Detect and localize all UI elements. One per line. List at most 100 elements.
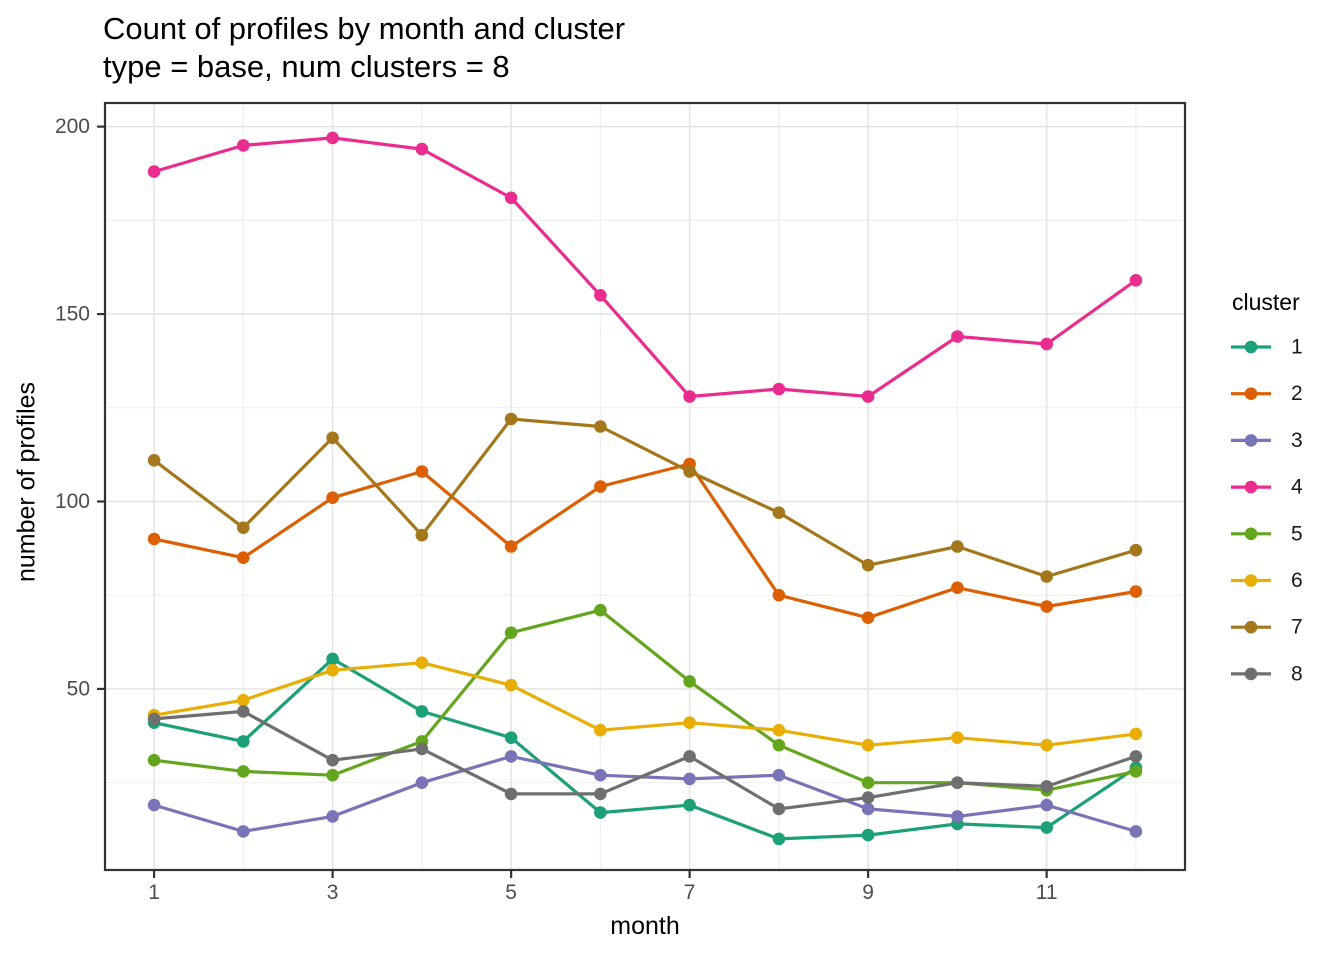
- data-point-cluster-6: [326, 663, 339, 677]
- legend-item-label: 5: [1291, 522, 1303, 545]
- data-point-cluster-1: [415, 705, 429, 718]
- data-point-cluster-2: [772, 588, 786, 602]
- data-point-cluster-5: [772, 738, 786, 752]
- data-point-cluster-2: [1129, 585, 1143, 598]
- data-point-cluster-7: [326, 431, 339, 445]
- data-point-cluster-1: [504, 731, 518, 744]
- data-point-cluster-7: [147, 454, 161, 467]
- data-point-cluster-8: [326, 753, 339, 767]
- data-point-cluster-7: [504, 412, 518, 426]
- legend-key-dot: [1244, 434, 1258, 447]
- data-point-cluster-7: [1040, 570, 1053, 583]
- data-point-cluster-5: [147, 753, 161, 767]
- data-point-cluster-7: [772, 506, 786, 519]
- y-tick-label: 200: [55, 115, 90, 138]
- data-point-cluster-2: [326, 491, 339, 505]
- data-point-cluster-3: [683, 772, 696, 786]
- data-point-cluster-3: [594, 768, 607, 782]
- series-cluster-8: [147, 705, 1143, 816]
- x-axis-title: month: [610, 912, 680, 940]
- data-point-cluster-8: [1129, 750, 1143, 763]
- data-point-cluster-1: [861, 828, 875, 842]
- data-point-cluster-7: [415, 528, 429, 542]
- series-line-cluster-3: [152, 754, 1138, 834]
- data-point-cluster-8: [772, 802, 786, 816]
- legend-title: cluster: [1232, 289, 1300, 315]
- data-point-cluster-7: [683, 465, 696, 478]
- x-tick-label: 11: [1036, 881, 1058, 904]
- data-point-cluster-3: [326, 810, 339, 823]
- data-point-cluster-6: [415, 656, 429, 669]
- data-point-cluster-4: [683, 390, 696, 403]
- legend-item-label: 1: [1291, 336, 1303, 359]
- y-tick-label: 100: [55, 490, 90, 513]
- data-point-cluster-8: [594, 787, 607, 801]
- legend-key-dot: [1244, 480, 1258, 494]
- data-point-cluster-7: [594, 420, 607, 433]
- data-point-cluster-5: [594, 603, 607, 617]
- data-point-cluster-2: [504, 540, 518, 553]
- data-point-cluster-3: [1040, 798, 1053, 812]
- chart-title: Count of profiles by month and cluster: [103, 11, 626, 46]
- data-point-cluster-2: [415, 465, 429, 478]
- data-point-cluster-4: [326, 131, 339, 145]
- data-point-cluster-4: [147, 165, 161, 178]
- series-cluster-7: [147, 412, 1143, 583]
- data-point-cluster-3: [237, 825, 250, 838]
- legend-key-dot: [1244, 340, 1258, 354]
- data-point-cluster-5: [326, 768, 339, 782]
- y-tick-label: 50: [67, 677, 90, 700]
- legend-item-7: 7: [1231, 616, 1303, 639]
- series-line-cluster-1: [152, 657, 1138, 841]
- series-cluster-6: [147, 656, 1143, 752]
- legend-item-label: 2: [1291, 382, 1303, 405]
- data-point-cluster-3: [1129, 825, 1143, 838]
- legend-item-6: 6: [1231, 569, 1303, 592]
- data-point-cluster-7: [951, 540, 964, 553]
- data-point-cluster-5: [683, 675, 696, 688]
- data-point-cluster-4: [951, 330, 964, 343]
- legend: cluster 1 2 3 4 5 6 7 8: [1231, 289, 1303, 685]
- panel-background: [105, 103, 1185, 870]
- data-point-cluster-4: [504, 191, 518, 205]
- data-point-cluster-2: [1040, 600, 1053, 613]
- data-point-cluster-1: [772, 832, 786, 846]
- legend-key-dot: [1244, 667, 1258, 681]
- series-cluster-3: [147, 750, 1143, 838]
- data-point-cluster-8: [861, 791, 875, 804]
- data-point-cluster-1: [594, 806, 607, 819]
- data-point-cluster-5: [237, 765, 250, 778]
- data-point-cluster-6: [683, 716, 696, 729]
- series-line-cluster-6: [152, 661, 1138, 747]
- legend-item-3: 3: [1231, 429, 1303, 452]
- data-point-cluster-3: [504, 750, 518, 763]
- data-point-cluster-8: [504, 787, 518, 801]
- data-point-cluster-4: [594, 289, 607, 302]
- data-point-cluster-4: [772, 382, 786, 396]
- data-point-cluster-6: [237, 693, 250, 707]
- series-line-cluster-2: [152, 462, 1138, 620]
- data-point-cluster-6: [504, 678, 518, 692]
- data-point-cluster-4: [415, 142, 429, 156]
- y-tick-label: 150: [55, 303, 90, 326]
- series-cluster-2: [147, 457, 1143, 624]
- series-line-cluster-7: [152, 417, 1138, 579]
- legend-item-4: 4: [1231, 476, 1303, 499]
- panel-border: [103, 101, 1187, 872]
- x-axis-tick-labels: 1 3 5 7 9 11: [148, 881, 1057, 904]
- legend-item-8: 8: [1231, 662, 1303, 685]
- legend-item-label: 7: [1291, 616, 1303, 639]
- x-tick-label: 1: [148, 881, 160, 904]
- chart-subtitle: type = base, num clusters = 8: [103, 49, 510, 84]
- data-point-cluster-6: [951, 731, 964, 744]
- series-line-cluster-8: [152, 709, 1138, 811]
- data-point-cluster-4: [861, 390, 875, 403]
- data-point-cluster-2: [237, 551, 250, 564]
- data-point-cluster-5: [861, 776, 875, 789]
- data-point-cluster-3: [951, 810, 964, 823]
- series-cluster-4: [147, 131, 1143, 403]
- y-axis-tick-labels: 50 100 150 200: [55, 115, 90, 700]
- data-point-cluster-1: [326, 652, 339, 666]
